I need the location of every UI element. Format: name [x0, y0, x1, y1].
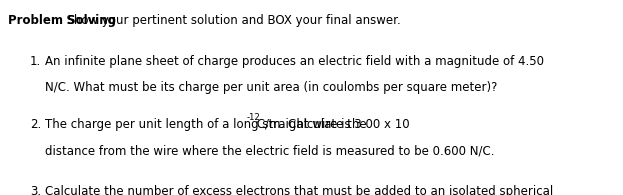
- Text: -12: -12: [246, 113, 260, 121]
- Text: C/m. Calculate the: C/m. Calculate the: [253, 118, 366, 131]
- Text: N/C. What must be its charge per unit area (in coulombs per square meter)?: N/C. What must be its charge per unit ar…: [45, 81, 497, 94]
- Text: 2.: 2.: [30, 118, 41, 131]
- Text: Problem Solving: Problem Solving: [8, 14, 116, 27]
- Text: 3.: 3.: [30, 185, 41, 195]
- Text: . Show your pertinent solution and BOX your final answer.: . Show your pertinent solution and BOX y…: [59, 14, 401, 27]
- Text: Calculate the number of excess electrons that must be added to an isolated spher: Calculate the number of excess electrons…: [45, 185, 553, 195]
- Text: 1.: 1.: [30, 55, 41, 68]
- Text: The charge per unit length of a long straight wire is 3.00 x 10: The charge per unit length of a long str…: [45, 118, 413, 131]
- Text: An infinite plane sheet of charge produces an electric field with a magnitude of: An infinite plane sheet of charge produc…: [45, 55, 544, 68]
- Text: distance from the wire where the electric field is measured to be 0.600 N/C.: distance from the wire where the electri…: [45, 144, 495, 157]
